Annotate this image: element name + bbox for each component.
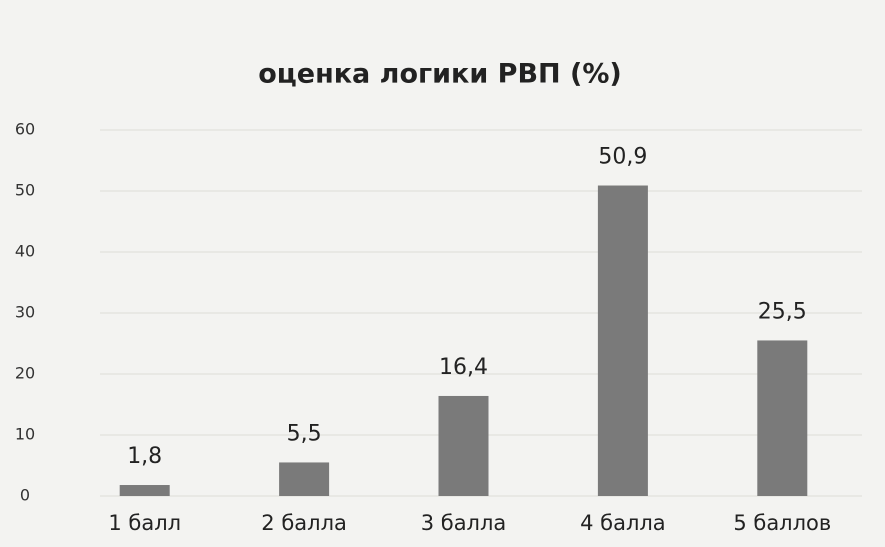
y-tick-label: 60 [15, 120, 35, 139]
bar [119, 485, 170, 496]
value-label: 25,5 [758, 299, 807, 324]
value-label: 50,9 [598, 145, 647, 170]
bar [757, 340, 808, 496]
x-tick-label: 4 балла [580, 511, 666, 535]
y-tick-label: 40 [15, 242, 35, 261]
x-tick-label: 3 балла [421, 511, 507, 535]
x-tick-label: 1 балл [108, 511, 181, 535]
bar [597, 185, 648, 496]
bar [438, 395, 489, 496]
y-tick-label: 20 [15, 364, 35, 383]
bar [279, 462, 330, 496]
chart-title: оценка логики РВП (%) [258, 59, 622, 90]
value-label: 16,4 [439, 355, 488, 380]
y-tick-label: 0 [20, 486, 30, 505]
y-tick-label: 10 [15, 425, 35, 444]
value-label: 1,8 [127, 444, 162, 469]
y-tick-label: 30 [15, 303, 35, 322]
x-tick-label: 2 балла [261, 511, 347, 535]
x-tick-label: 5 баллов [733, 511, 831, 535]
y-tick-label: 50 [15, 181, 35, 200]
value-label: 5,5 [287, 421, 322, 446]
